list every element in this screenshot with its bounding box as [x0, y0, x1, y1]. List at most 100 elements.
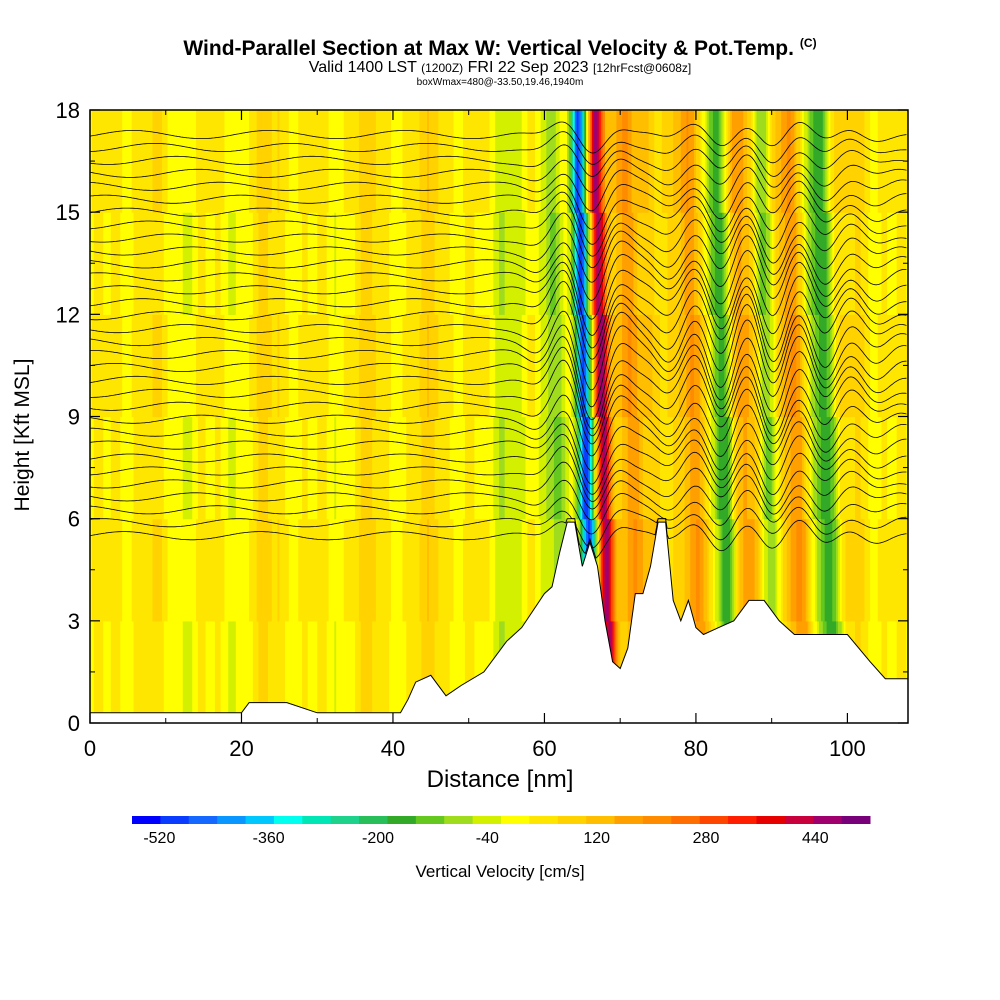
colorbar-swatch [642, 816, 672, 824]
velocity-cell [345, 518, 349, 622]
velocity-cell [728, 416, 731, 520]
velocity-cell [654, 212, 657, 315]
velocity-cell [349, 416, 352, 520]
velocity-cell [790, 212, 794, 315]
velocity-cell [343, 518, 347, 622]
velocity-cell [286, 620, 290, 723]
velocity-cell [105, 110, 108, 213]
velocity-band [472, 110, 475, 723]
velocity-cell [396, 416, 400, 520]
velocity-cell [292, 620, 296, 723]
velocity-cell [417, 620, 421, 723]
velocity-cell [716, 314, 720, 418]
theta-contour [90, 269, 907, 349]
velocity-cell [767, 314, 771, 418]
velocity-cell [463, 110, 466, 213]
colorbar-swatch [217, 816, 247, 824]
velocity-cell [851, 518, 854, 622]
velocity-cell [798, 314, 801, 418]
velocity-cell [387, 212, 390, 315]
theta-contour [90, 304, 907, 391]
velocity-cell [207, 518, 210, 622]
velocity-cell [817, 110, 820, 213]
velocity-cell [417, 518, 421, 622]
velocity-cell [275, 620, 279, 723]
colorbar-title: Vertical Velocity [cm/s] [415, 862, 585, 881]
velocity-cell [402, 212, 405, 315]
velocity-band [184, 110, 188, 723]
velocity-cell [266, 518, 269, 622]
velocity-band [199, 110, 203, 723]
velocity-cell [553, 314, 557, 418]
velocity-cell [375, 314, 379, 418]
velocity-cell [851, 212, 854, 315]
velocity-cell [646, 518, 650, 622]
velocity-cell [586, 314, 589, 418]
velocity-cell [298, 518, 301, 622]
velocity-cell [701, 416, 705, 520]
velocity-cell [332, 416, 335, 520]
velocity-cell [150, 110, 154, 213]
velocity-cell [440, 314, 443, 418]
velocity-cell [750, 416, 754, 520]
velocity-cell [658, 416, 661, 520]
velocity-cell [584, 212, 587, 315]
velocity-cell [453, 314, 457, 418]
velocity-cell [355, 212, 358, 315]
velocity-cell [718, 314, 722, 418]
velocity-cell [890, 620, 894, 723]
velocity-cell [688, 314, 691, 418]
velocity-cell [489, 314, 493, 418]
velocity-cell [243, 416, 246, 520]
velocity-cell [680, 518, 684, 622]
velocity-cell [160, 110, 163, 213]
velocity-cell [478, 518, 481, 622]
velocity-cell [735, 212, 739, 315]
velocity-cell [349, 620, 352, 723]
velocity-cell [292, 314, 296, 418]
velocity-cell [411, 620, 415, 723]
velocity-cell [612, 416, 616, 520]
terrain-mask [89, 521, 909, 724]
velocity-cell [455, 212, 458, 315]
velocity-cell [514, 416, 517, 520]
velocity-cell [116, 110, 120, 213]
velocity-cell [493, 212, 496, 315]
velocity-cell [536, 314, 540, 418]
velocity-cell [629, 518, 633, 622]
velocity-cell [410, 620, 413, 723]
velocity-cell [828, 212, 831, 315]
velocity-cell [178, 518, 182, 622]
velocity-cell [538, 314, 542, 418]
velocity-cell [777, 212, 780, 315]
velocity-cell [635, 314, 638, 418]
velocity-cell [510, 110, 513, 213]
colorbar-swatch [330, 816, 360, 824]
velocity-cell [633, 212, 636, 315]
velocity-cell [898, 416, 902, 520]
velocity-cell [864, 314, 867, 418]
velocity-cell [445, 518, 449, 622]
velocity-cell [120, 416, 123, 520]
velocity-cell [339, 518, 343, 622]
velocity-cell [400, 110, 404, 213]
velocity-cell [589, 416, 593, 520]
velocity-cell [722, 314, 725, 418]
velocity-cell [269, 212, 273, 315]
colorbar-swatch [415, 816, 445, 824]
velocity-cell [752, 110, 756, 213]
velocity-cell [656, 416, 659, 520]
velocity-cell [213, 518, 216, 622]
velocity-cell [813, 518, 816, 622]
subtitle-forecast: [12hrFcst@0608z] [593, 61, 692, 75]
velocity-cell [756, 110, 760, 213]
velocity-cell [260, 518, 263, 622]
velocity-cell [290, 620, 294, 723]
velocity-cell [294, 212, 297, 315]
velocity-cell [326, 212, 330, 315]
velocity-cell [875, 212, 879, 315]
velocity-cell [152, 416, 155, 520]
velocity-cell [686, 212, 689, 315]
velocity-cell [476, 212, 479, 315]
velocity-cell [711, 212, 714, 315]
